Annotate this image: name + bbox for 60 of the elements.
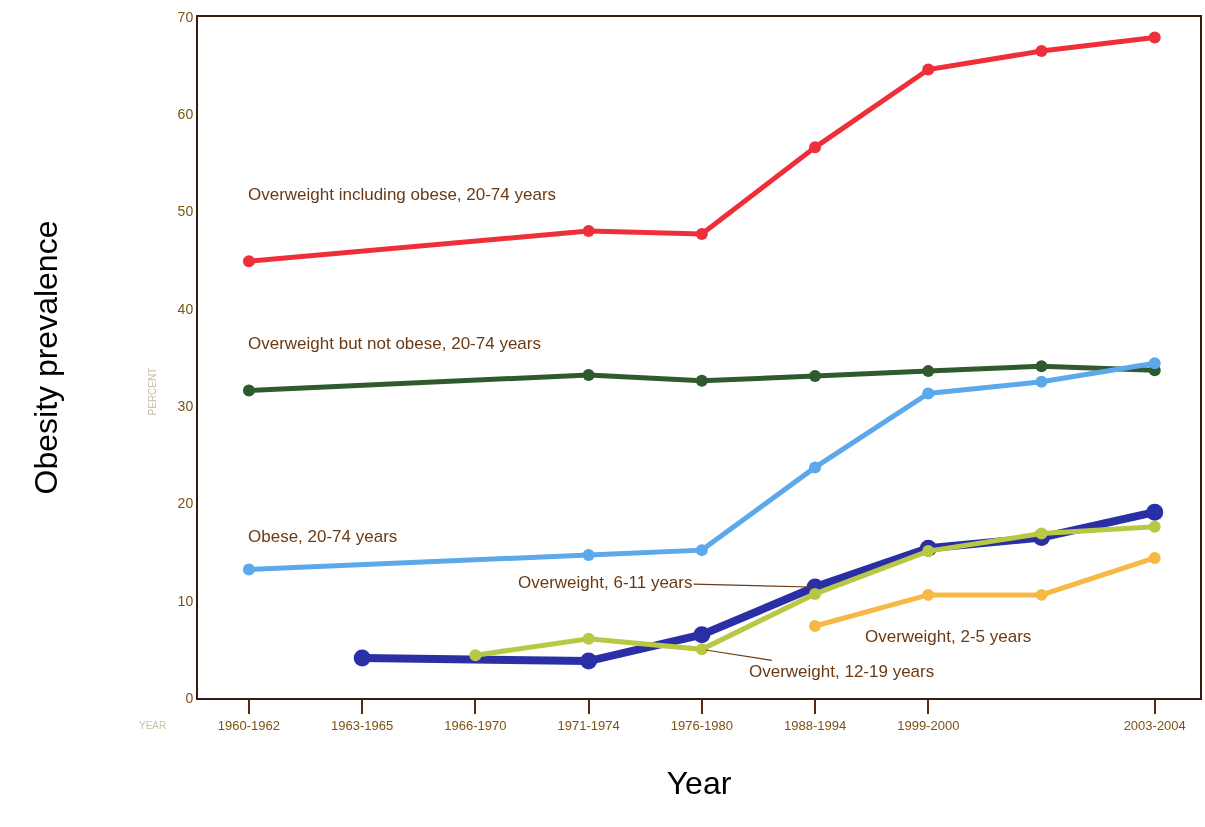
point: [1148, 520, 1161, 533]
y-axis-title: Obesity prevalence: [28, 220, 65, 495]
y-tick-label: 60: [177, 106, 194, 123]
series-label: Overweight, 2-5 years: [865, 627, 1032, 646]
text: PERCENT: [147, 367, 159, 416]
y-tick-label: 70: [177, 8, 194, 25]
point: [695, 544, 708, 557]
point: [469, 649, 482, 662]
point: [582, 369, 595, 381]
point: [922, 365, 935, 378]
point: [695, 374, 708, 387]
x-tick-label: 2003-2004: [1123, 717, 1186, 733]
x-tick-label: 1960-1962: [217, 717, 281, 733]
point: [922, 387, 935, 400]
series-label: Overweight, 12-19 years: [749, 662, 935, 681]
text: YEAR: [139, 720, 167, 731]
point: [922, 588, 935, 601]
y-tick-label: 0: [185, 689, 194, 706]
point: [580, 652, 598, 670]
x-tick-label: 1963-1965: [331, 717, 394, 733]
x-tick-label: 1976-1980: [670, 717, 733, 733]
series-label: Overweight including obese, 20-74 years: [248, 185, 557, 204]
y-tick-label: 10: [177, 592, 194, 609]
point: [1148, 357, 1161, 370]
series-label: Obese, 20-74 years: [248, 527, 398, 546]
point: [695, 227, 708, 240]
x-axis-title: Year: [666, 765, 732, 801]
point: [582, 548, 595, 561]
point: [1035, 375, 1048, 388]
point: [242, 384, 255, 397]
point: [809, 620, 822, 632]
point: [582, 632, 595, 645]
x-tick-label: 1966-1970: [444, 717, 507, 733]
text: Overweight, 6-11 years: [518, 573, 693, 592]
point: [582, 225, 595, 238]
point: [1035, 45, 1048, 58]
point: [809, 587, 822, 600]
point: [242, 255, 255, 268]
y-tick-label: 50: [177, 203, 194, 220]
point: [809, 369, 822, 382]
x-tick-label: 1999-2000: [897, 717, 960, 733]
point: [693, 626, 711, 644]
point: [809, 461, 822, 474]
point: [695, 643, 708, 656]
point: [1148, 551, 1161, 564]
point: [1148, 31, 1161, 44]
series-label: Overweight but not obese, 20-74 years: [248, 334, 541, 353]
point: [809, 141, 822, 154]
point: [1035, 360, 1048, 373]
point: [242, 563, 255, 576]
y-tick-label: 40: [177, 300, 194, 317]
x-tick-label: 1988-1994: [783, 717, 847, 733]
y-tick-label: 30: [177, 398, 194, 415]
point: [1035, 588, 1048, 601]
point: [353, 649, 371, 667]
point: [1146, 503, 1164, 521]
point: [922, 63, 935, 76]
y-tick-label: 20: [177, 495, 194, 512]
x-tick-label: 1971-1974: [557, 717, 620, 733]
point: [1035, 527, 1048, 540]
